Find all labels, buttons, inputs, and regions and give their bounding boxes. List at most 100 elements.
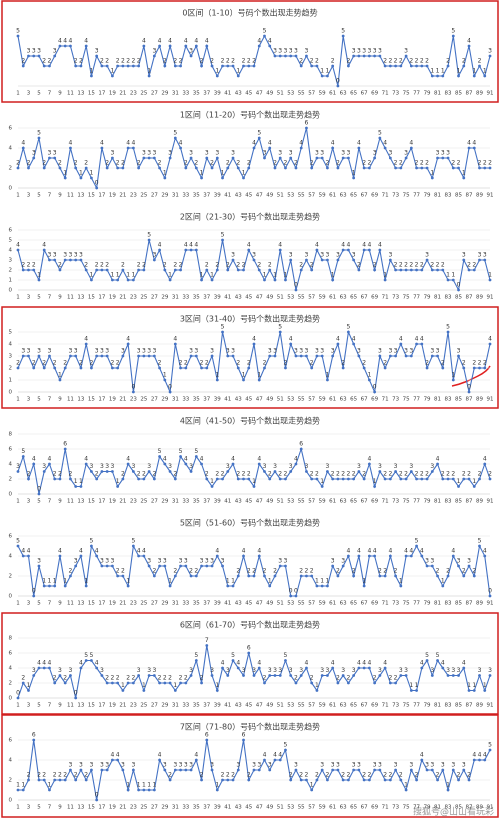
- value-label: 1: [116, 272, 120, 279]
- point: [263, 574, 266, 578]
- x-tick-label: 71: [382, 499, 389, 505]
- value-label: 4: [357, 140, 361, 147]
- value-label: 2: [116, 160, 120, 167]
- value-label: 1: [131, 272, 135, 279]
- value-label: 0: [488, 588, 492, 595]
- x-tick-label: 87: [466, 91, 473, 97]
- point: [404, 268, 408, 272]
- value-label: 2: [362, 360, 366, 367]
- point: [467, 268, 471, 272]
- value-label: 4: [467, 140, 471, 147]
- x-tick-label: 9: [58, 805, 62, 811]
- x-tick-label: 83: [445, 601, 452, 607]
- point: [48, 354, 51, 358]
- value-label: 2: [488, 160, 492, 167]
- x-tick-label: 47: [256, 601, 263, 607]
- point: [147, 674, 151, 677]
- value-label: 3: [378, 667, 382, 674]
- value-label: 2: [478, 360, 482, 367]
- value-label: 2: [110, 360, 114, 367]
- point: [284, 366, 287, 370]
- value-label: 5: [173, 130, 177, 137]
- value-label: 4: [278, 242, 282, 249]
- x-tick-label: 7: [48, 499, 52, 505]
- x-tick-label: 57: [308, 601, 315, 607]
- x-tick-label: 17: [98, 805, 105, 811]
- value-label: 4: [142, 548, 146, 555]
- point: [236, 477, 240, 481]
- point: [210, 674, 214, 677]
- point: [179, 146, 182, 150]
- x-tick-label: 63: [340, 703, 347, 709]
- point: [425, 659, 429, 662]
- value-label: 3: [409, 762, 413, 769]
- point: [37, 564, 41, 568]
- point: [415, 342, 418, 346]
- x-tick-label: 19: [109, 193, 116, 199]
- point: [242, 64, 245, 68]
- value-label: 5: [263, 28, 267, 35]
- x-tick-label: 85: [455, 805, 462, 811]
- x-tick-label: 41: [224, 295, 231, 301]
- point: [362, 666, 366, 670]
- value-label: 5: [284, 652, 288, 659]
- value-label: 1: [462, 170, 466, 177]
- value-label: 4: [346, 242, 350, 249]
- point: [116, 574, 120, 578]
- x-tick-label: 47: [256, 805, 263, 811]
- point: [305, 470, 308, 473]
- point: [446, 477, 450, 481]
- x-tick-label: 21: [119, 91, 126, 97]
- point: [194, 455, 198, 458]
- point: [430, 268, 434, 272]
- point: [221, 238, 224, 242]
- point: [173, 268, 177, 272]
- point: [16, 34, 20, 38]
- point: [179, 366, 182, 370]
- point: [263, 156, 266, 160]
- point: [457, 778, 460, 782]
- point: [205, 644, 209, 647]
- point: [90, 544, 93, 548]
- value-label: 3: [357, 348, 361, 355]
- value-label: 3: [69, 252, 73, 259]
- value-label: 3: [184, 762, 188, 769]
- value-label: 2: [478, 160, 482, 167]
- value-label: 3: [48, 348, 52, 355]
- value-label: 3: [147, 667, 151, 674]
- point: [21, 354, 25, 358]
- point: [441, 366, 445, 370]
- point: [37, 136, 41, 140]
- point: [305, 54, 308, 58]
- value-label: 1: [121, 682, 125, 689]
- point: [158, 564, 162, 568]
- x-tick-label: 35: [193, 91, 200, 97]
- point: [436, 268, 439, 272]
- value-label: 2: [173, 568, 177, 575]
- value-label: 2: [284, 160, 288, 167]
- value-label: 4: [84, 456, 88, 463]
- x-tick-label: 27: [151, 703, 158, 709]
- value-label: 4: [58, 38, 62, 45]
- point: [184, 462, 188, 466]
- value-label: 3: [289, 48, 293, 55]
- value-label: 2: [95, 262, 99, 269]
- value-label: 4: [179, 140, 183, 147]
- value-label: 5: [158, 448, 162, 455]
- point: [247, 64, 251, 68]
- value-label: 2: [226, 160, 230, 167]
- point: [126, 584, 130, 588]
- value-label: 4: [467, 38, 471, 45]
- x-tick-label: 11: [67, 193, 74, 199]
- x-tick-label: 21: [119, 805, 126, 811]
- value-label: 2: [137, 160, 141, 167]
- x-tick-label: 85: [455, 499, 462, 505]
- value-label: 3: [53, 252, 57, 259]
- point: [357, 54, 361, 58]
- point: [152, 54, 156, 58]
- point: [457, 354, 460, 358]
- point: [347, 554, 350, 558]
- point: [310, 681, 314, 685]
- point: [131, 146, 135, 150]
- x-tick-label: 57: [308, 295, 315, 301]
